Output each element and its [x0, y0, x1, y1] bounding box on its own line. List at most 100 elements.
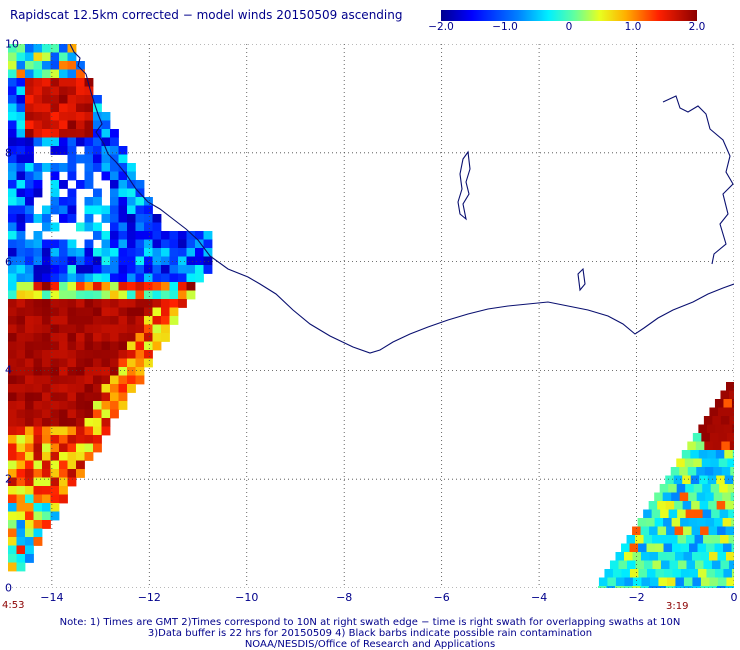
- wind-cell: [50, 205, 60, 215]
- wind-cell: [169, 256, 179, 266]
- wind-cell: [84, 358, 94, 368]
- wind-cell: [726, 552, 734, 561]
- wind-cell: [152, 248, 162, 257]
- wind-cell: [67, 333, 77, 342]
- wind-cell: [195, 231, 204, 240]
- wind-cell: [731, 543, 734, 553]
- wind-cell: [161, 324, 170, 334]
- wind-cell: [59, 477, 68, 487]
- footer-credit: NOAA/NESDIS/Office of Research and Appli…: [244, 639, 496, 650]
- wind-cell: [707, 475, 717, 485]
- wind-cell: [110, 324, 119, 334]
- wind-cell: [178, 282, 187, 291]
- wind-cell: [33, 520, 43, 529]
- wind-cell: [42, 469, 51, 478]
- wind-cell: [33, 256, 43, 266]
- wind-cell: [110, 171, 119, 181]
- wind-cell: [697, 518, 706, 527]
- wind-cell: [144, 239, 153, 249]
- wind-cell: [733, 475, 734, 485]
- wind-cell: [118, 299, 128, 308]
- wind-cell: [658, 577, 668, 587]
- wind-cell: [152, 324, 162, 334]
- wind-cell: [76, 307, 85, 317]
- wind-cell: [8, 239, 17, 249]
- wind-cell: [118, 367, 128, 376]
- wind-cell: [93, 273, 102, 283]
- wind-cell: [110, 290, 119, 300]
- wind-cell: [42, 367, 51, 376]
- wind-cell: [118, 222, 128, 232]
- wind-cell: [33, 44, 43, 53]
- wind-cell: [714, 518, 723, 527]
- wind-cell: [665, 501, 675, 510]
- wind-cell: [8, 61, 17, 70]
- wind-cell: [42, 282, 51, 291]
- wind-cell: [67, 205, 77, 215]
- wind-cell: [33, 265, 43, 274]
- wind-cell: [25, 443, 34, 453]
- wind-cell: [67, 197, 77, 206]
- wind-cell: [50, 486, 60, 495]
- longitude-tick: −8: [336, 591, 353, 604]
- wind-cell: [8, 154, 17, 164]
- wind-cell: [42, 324, 51, 334]
- wind-cell: [33, 120, 43, 130]
- wind-cell: [144, 205, 153, 215]
- wind-cell: [729, 416, 734, 425]
- wind-cell: [42, 486, 51, 495]
- wind-cell: [76, 316, 85, 325]
- wind-cell: [93, 231, 102, 240]
- wind-cell: [699, 501, 709, 510]
- wind-cell: [705, 518, 715, 527]
- wind-cell: [84, 367, 94, 376]
- wind-cell: [676, 484, 686, 493]
- wind-cell: [8, 180, 17, 189]
- wind-cell: [25, 137, 34, 147]
- wind-cell: [93, 256, 102, 266]
- longitude-tick: −10: [235, 591, 259, 604]
- wind-cell: [59, 112, 68, 121]
- wind-cell: [84, 265, 94, 274]
- wind-cell: [25, 129, 34, 138]
- wind-cell: [8, 409, 17, 419]
- wind-cell: [127, 231, 136, 240]
- wind-cell: [169, 299, 179, 308]
- wind-cell: [662, 492, 672, 502]
- island-small: [577, 267, 586, 292]
- wind-cell: [59, 401, 68, 410]
- wind-cell: [84, 282, 94, 291]
- wind-cell: [186, 239, 196, 249]
- wind-cell: [16, 367, 26, 376]
- wind-cell: [135, 273, 145, 283]
- wind-cell: [93, 350, 102, 359]
- wind-cell: [33, 239, 43, 249]
- wind-cell: [127, 307, 136, 317]
- wind-cell: [67, 341, 77, 351]
- longitude-tick: −4: [530, 591, 548, 604]
- latitude-tick: 6: [5, 255, 12, 269]
- wind-cell: [135, 282, 145, 291]
- latitude-tick: 2: [5, 472, 12, 486]
- wind-cell: [717, 407, 727, 417]
- wind-cell: [42, 511, 51, 521]
- wind-cell: [135, 248, 145, 257]
- wind-cell: [33, 180, 43, 189]
- wind-cell: [33, 86, 43, 96]
- wind-cell: [16, 486, 26, 495]
- wind-cell: [127, 367, 136, 376]
- wind-cell: [672, 569, 682, 578]
- wind-cell: [59, 494, 68, 504]
- wind-cell: [59, 163, 68, 172]
- wind-cell: [84, 163, 94, 172]
- wind-cell: [84, 299, 94, 308]
- wind-cell: [135, 290, 145, 300]
- wind-cell: [84, 290, 94, 300]
- wind-cell: [76, 248, 85, 257]
- wind-cell: [8, 384, 17, 393]
- wind-cell: [624, 577, 634, 587]
- wind-cell: [135, 180, 145, 189]
- wind-cell: [118, 180, 128, 189]
- wind-cell: [16, 452, 26, 461]
- wind-cell: [84, 86, 94, 96]
